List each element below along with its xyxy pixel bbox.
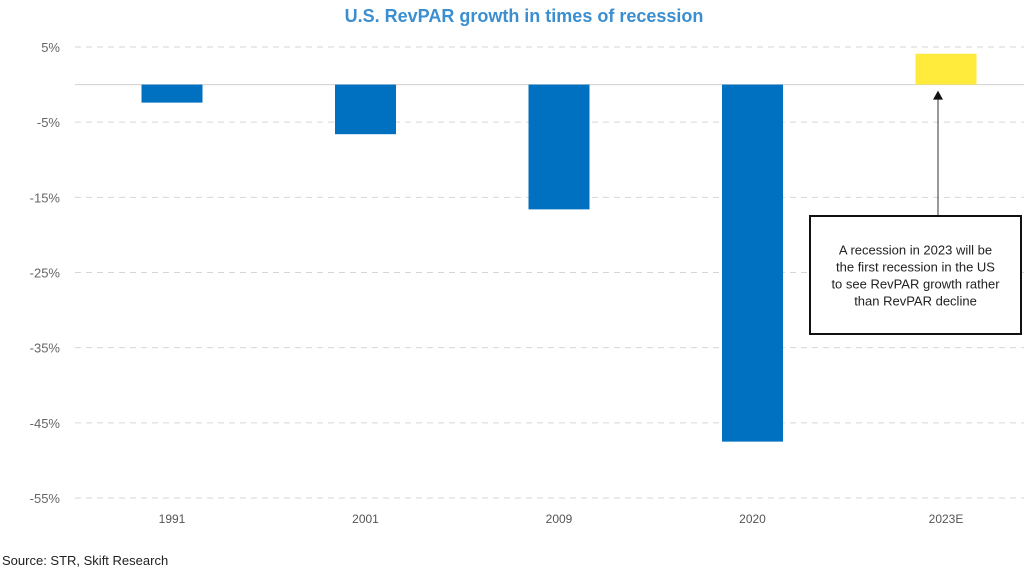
- arrow-up-icon: [933, 90, 943, 100]
- annotation-line: A recession in 2023 will be: [839, 243, 992, 258]
- bar-2020: [722, 84, 783, 442]
- chart-title: U.S. RevPAR growth in times of recession: [345, 6, 704, 26]
- annotation-line: to see RevPAR growth rather: [831, 277, 1000, 292]
- y-tick-label: -5%: [37, 115, 61, 130]
- source-note: Source: STR, Skift Research: [2, 553, 168, 568]
- x-axis: 1991 2001 2009 2020 2023E: [159, 512, 964, 526]
- y-tick-label: -45%: [30, 416, 61, 431]
- bar-2023e: [915, 53, 977, 85]
- bar-2001: [335, 84, 396, 135]
- bar-2009: [528, 84, 590, 210]
- annotation-line: than RevPAR decline: [854, 294, 977, 309]
- y-tick-label: -15%: [30, 190, 61, 205]
- annotation-box: [809, 215, 1022, 335]
- x-tick-label: 2023E: [929, 512, 964, 526]
- y-axis: 5% -5% -15% -25% -35% -45% -55%: [30, 40, 61, 506]
- annotation: A recession in 2023 will be the first rec…: [809, 90, 1022, 335]
- bars: [141, 53, 977, 442]
- y-tick-label: -25%: [30, 266, 61, 281]
- x-tick-label: 1991: [159, 512, 186, 526]
- bar-1991: [141, 84, 203, 103]
- y-tick-label: -35%: [30, 341, 61, 356]
- x-tick-label: 2001: [352, 512, 379, 526]
- x-tick-label: 2020: [739, 512, 766, 526]
- annotation-text: A recession in 2023 will be the first rec…: [831, 243, 1000, 309]
- y-tick-label: 5%: [41, 40, 60, 55]
- x-tick-label: 2009: [546, 512, 573, 526]
- y-tick-label: -55%: [30, 491, 61, 506]
- annotation-line: the first recession in the US: [836, 260, 995, 275]
